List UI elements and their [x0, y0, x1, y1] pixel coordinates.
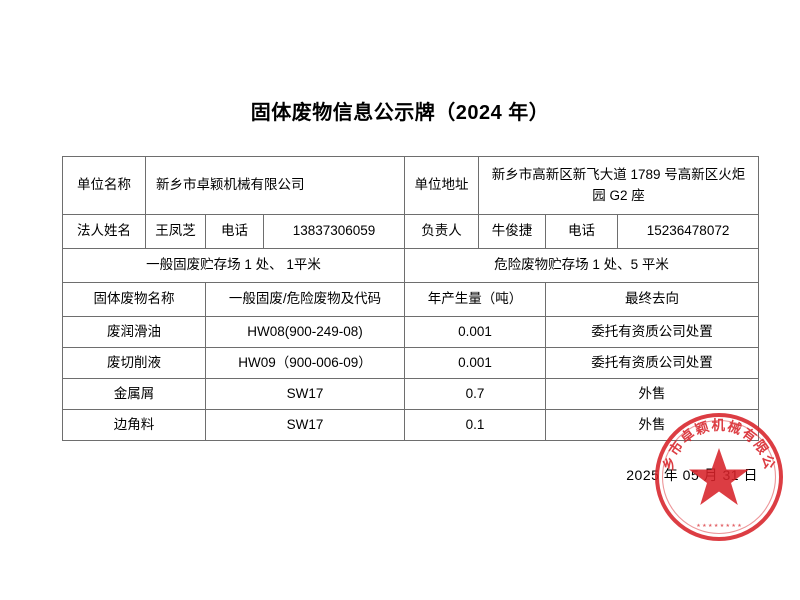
column-header-waste-code: 一般固废/危险废物及代码 — [204, 282, 406, 317]
waste-code: SW17 — [204, 378, 406, 410]
page-title: 固体废物信息公示牌（2024 年） — [250, 102, 550, 124]
manager-phone-value: 15236478072 — [617, 214, 760, 249]
unit-name-value: 新乡市卓颖机械有限公司 — [144, 156, 406, 215]
manager-phone-label: 电话 — [545, 214, 619, 249]
waste-destination: 委托有资质公司处置 — [545, 347, 760, 379]
waste-code: SW17 — [204, 409, 406, 441]
manager-value: 牛俊捷 — [478, 214, 547, 249]
table-row: 废润滑油 HW08(900-249-08) 0.001 委托有资质公司处置 — [62, 316, 760, 348]
waste-annual-output: 0.1 — [404, 409, 547, 441]
unit-address-value: 新乡市高新区新飞大道 1789 号高新区火炬园 G2 座 — [478, 156, 760, 215]
waste-annual-output: 0.001 — [404, 347, 547, 379]
waste-destination: 外售 — [545, 378, 760, 410]
table-row-contacts: 法人姓名 王凤芝 电话 13837306059 负责人 牛俊捷 电话 15236… — [62, 214, 760, 249]
waste-annual-output: 0.001 — [404, 316, 547, 348]
publish-date: 2025 年 05 月 31 日 — [626, 467, 758, 483]
legal-person-value: 王凤芝 — [145, 214, 206, 249]
column-header-waste-name: 固体废物名称 — [62, 282, 206, 317]
manager-label: 负责人 — [404, 214, 480, 249]
legal-person-label: 法人姓名 — [62, 214, 146, 249]
table-row: 边角料 SW17 0.1 外售 — [62, 409, 760, 441]
waste-destination: 外售 — [545, 409, 760, 441]
waste-name: 废切削液 — [62, 347, 206, 379]
table-row-unit-info: 单位名称 新乡市卓颖机械有限公司 单位地址 新乡市高新区新飞大道 1789 号高… — [62, 156, 760, 215]
waste-annual-output: 0.7 — [404, 378, 547, 410]
waste-destination: 委托有资质公司处置 — [545, 316, 760, 348]
general-waste-storage: 一般固废贮存场 1 处、 1平米 — [61, 248, 406, 283]
hazardous-waste-storage: 危险废物贮存场 1 处、5 平米 — [404, 248, 760, 283]
waste-code: HW08(900-249-08) — [204, 316, 406, 348]
table-row-storage: 一般固废贮存场 1 处、 1平米 危险废物贮存场 1 处、5 平米 — [61, 248, 760, 283]
svg-text:★ ★ ★ ★ ★ ★ ★ ★: ★ ★ ★ ★ ★ ★ ★ ★ — [696, 523, 742, 529]
table-row: 金属屑 SW17 0.7 外售 — [62, 378, 760, 410]
waste-name: 边角料 — [62, 409, 206, 441]
waste-name: 金属屑 — [62, 378, 206, 410]
table-row: 废切削液 HW09（900-006-09） 0.001 委托有资质公司处置 — [62, 347, 760, 379]
column-header-annual-output: 年产生量（吨） — [404, 282, 547, 317]
legal-person-phone-label: 电话 — [205, 214, 264, 249]
column-header-destination: 最终去向 — [545, 282, 760, 317]
solid-waste-information-table: 单位名称 新乡市卓颖机械有限公司 单位地址 新乡市高新区新飞大道 1789 号高… — [61, 156, 760, 441]
unit-address-label: 单位地址 — [404, 156, 480, 215]
waste-code: HW09（900-006-09） — [204, 347, 406, 379]
legal-person-phone-value: 13837306059 — [262, 214, 406, 249]
waste-name: 废润滑油 — [62, 316, 206, 348]
table-header-row: 固体废物名称 一般固废/危险废物及代码 年产生量（吨） 最终去向 — [62, 282, 760, 317]
unit-name-label: 单位名称 — [62, 156, 146, 215]
